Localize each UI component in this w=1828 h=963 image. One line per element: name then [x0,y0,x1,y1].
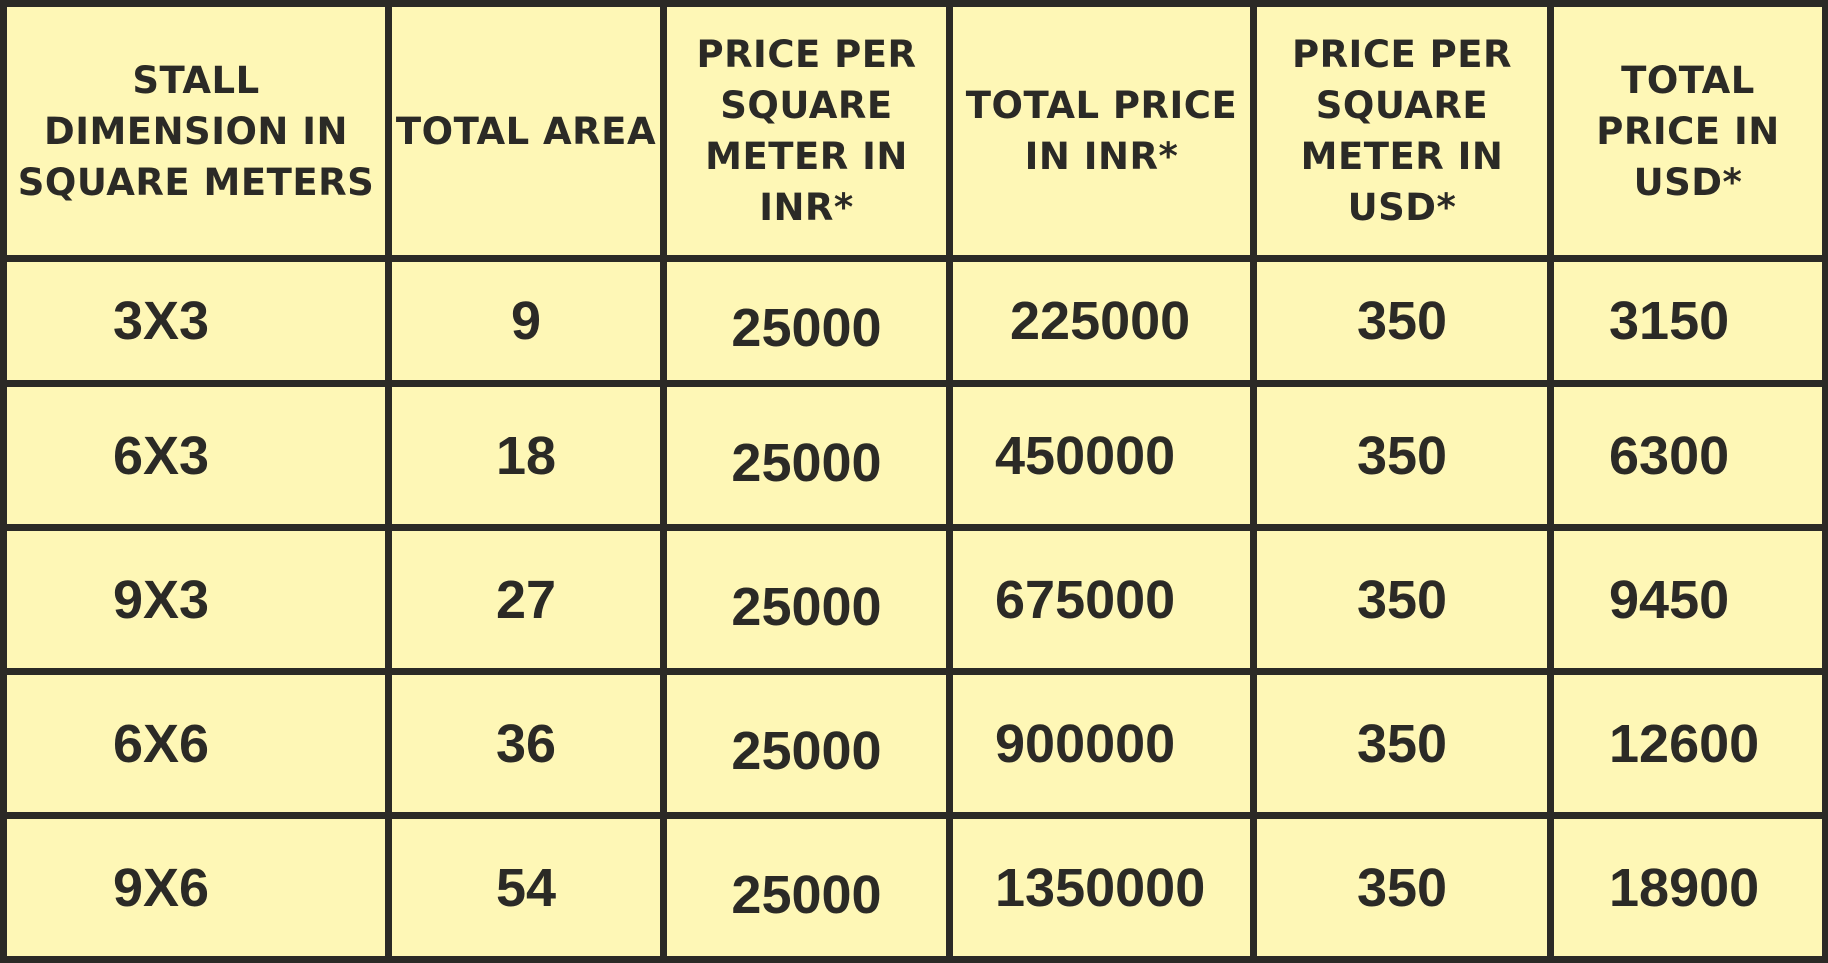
table-row: 6X6 36 25000 900000 350 12600 [7,675,1822,812]
cell-price-per-sqm-usd: 350 [1257,531,1547,668]
table-row: 3X3 9 25000 225000 350 3150 [7,262,1822,380]
header-total-area: TOTAL AREA [392,7,660,255]
cell-total-price-usd: 3150 [1554,262,1822,380]
cell-price-per-sqm-inr: 25000 [667,675,946,812]
cell-total-price-usd: 18900 [1554,819,1822,956]
header-total-price-usd: TOTAL PRICE IN USD* [1554,7,1822,255]
cell-stall-dimension: 6X3 [7,387,385,524]
cell-total-area: 36 [392,675,660,812]
cell-total-area: 18 [392,387,660,524]
table-row: 6X3 18 25000 450000 350 6300 [7,387,1822,524]
cell-total-price-inr: 450000 [953,387,1250,524]
cell-total-price-inr: 675000 [953,531,1250,668]
cell-stall-dimension: 9X3 [7,531,385,668]
cell-total-price-inr: 225000 [953,262,1250,380]
cell-price-per-sqm-usd: 350 [1257,819,1547,956]
header-price-per-sqm-inr: PRICE PER SQUARE METER IN INR* [667,7,946,255]
header-price-per-sqm-usd: PRICE PER SQUARE METER IN USD* [1257,7,1547,255]
cell-price-per-sqm-usd: 350 [1257,675,1547,812]
cell-price-per-sqm-inr: 25000 [667,262,946,380]
cell-total-area: 54 [392,819,660,956]
header-row: STALL DIMENSION IN SQUARE METERS TOTAL A… [7,7,1822,255]
cell-price-per-sqm-inr: 25000 [667,387,946,524]
header-stall-dimension: STALL DIMENSION IN SQUARE METERS [7,7,385,255]
table-row: 9X3 27 25000 675000 350 9450 [7,531,1822,668]
cell-price-per-sqm-inr: 25000 [667,819,946,956]
cell-total-price-inr: 1350000 [953,819,1250,956]
table-row: 9X6 54 25000 1350000 350 18900 [7,819,1822,956]
cell-price-per-sqm-usd: 350 [1257,387,1547,524]
cell-stall-dimension: 3X3 [7,262,385,380]
cell-stall-dimension: 9X6 [7,819,385,956]
cell-stall-dimension: 6X6 [7,675,385,812]
cell-total-price-inr: 900000 [953,675,1250,812]
header-total-price-inr: TOTAL PRICE IN INR* [953,7,1250,255]
cell-price-per-sqm-usd: 350 [1257,262,1547,380]
cell-total-area: 27 [392,531,660,668]
cell-price-per-sqm-inr: 25000 [667,531,946,668]
cell-total-price-usd: 6300 [1554,387,1822,524]
cell-total-price-usd: 12600 [1554,675,1822,812]
cell-total-price-usd: 9450 [1554,531,1822,668]
cell-total-area: 9 [392,262,660,380]
